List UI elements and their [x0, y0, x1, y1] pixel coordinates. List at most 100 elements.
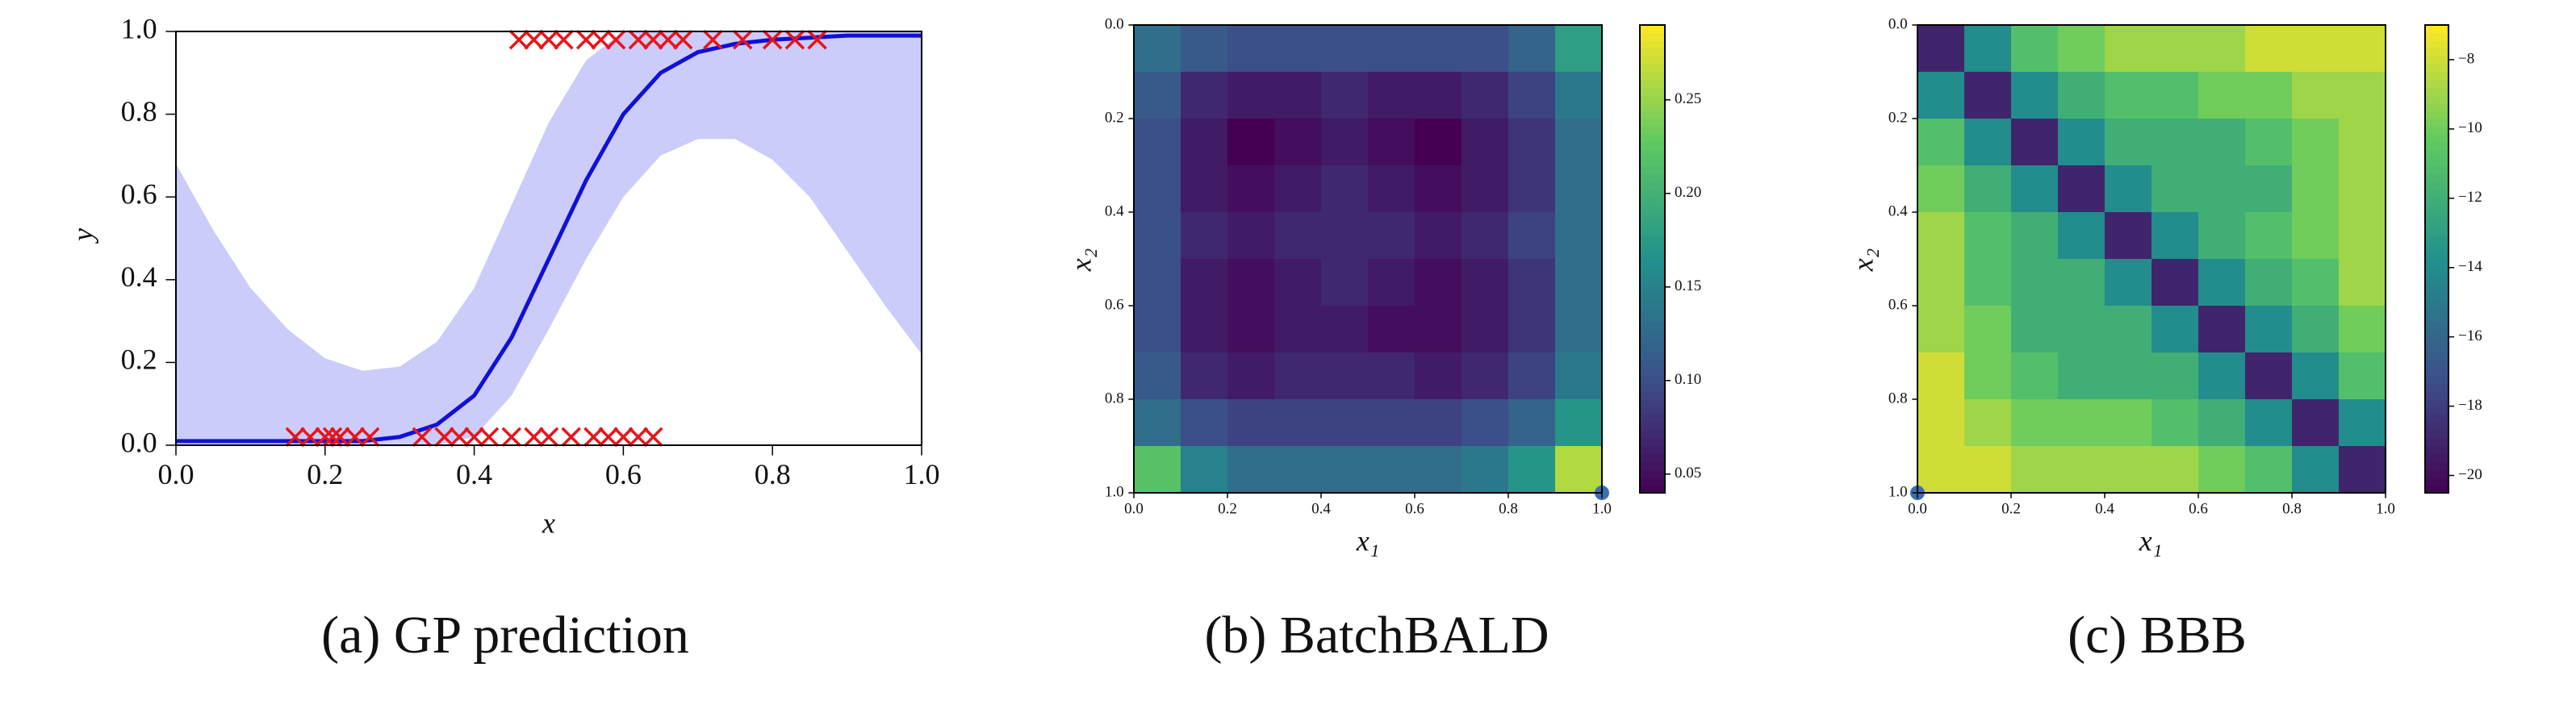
- heatmap-cell: [1227, 306, 1275, 353]
- heatmap-cell: [2292, 119, 2340, 166]
- colorbar-segment: [2425, 461, 2448, 470]
- colorbar-segment: [2425, 157, 2448, 166]
- observation-marker: [345, 427, 365, 447]
- colorbar-segment: [2425, 134, 2448, 143]
- heatmap-cell: [2339, 25, 2386, 73]
- heatmap-cell: [1555, 25, 1603, 73]
- heatmap-cell: [2198, 25, 2246, 73]
- colorbar-segment: [1640, 236, 1665, 244]
- colorbar-segment: [2425, 360, 2448, 369]
- observation-marker: [538, 30, 559, 50]
- observation-marker: [591, 30, 611, 50]
- observation-marker: [673, 30, 693, 50]
- colorbar-segment: [2425, 79, 2448, 88]
- x-tick-label: 0.0: [158, 458, 194, 490]
- colorbar-segment: [2425, 227, 2448, 236]
- heatmap-cell: [2198, 352, 2246, 400]
- x-tick-label: 0.0: [1908, 500, 1927, 517]
- observation-marker: [703, 30, 723, 50]
- y-tick-label: 0.8: [1105, 390, 1124, 407]
- colorbar-segment: [1640, 336, 1665, 345]
- colorbar-segment: [1640, 383, 1665, 392]
- heatmap-cell: [2245, 165, 2293, 213]
- colorbar-segment: [1640, 391, 1665, 400]
- heatmap-cell: [1964, 259, 2012, 306]
- observation-marker: [561, 427, 581, 447]
- colorbar-segment: [1640, 477, 1665, 486]
- observation-marker: [605, 30, 626, 50]
- colorbar-segment: [2425, 274, 2448, 283]
- observation-marker: [449, 427, 470, 447]
- heatmap-cell: [2292, 72, 2340, 119]
- heatmap-cell: [1415, 399, 1462, 447]
- heatmap-cell: [1274, 446, 1322, 494]
- colorbar-segment: [2425, 438, 2448, 447]
- colorbar-segment: [2425, 376, 2448, 385]
- heatmap-cell: [2105, 352, 2152, 400]
- colorbar-tick-label: 0.15: [1675, 277, 1701, 294]
- heatmap-cell: [1227, 119, 1275, 166]
- heatmap-cell: [2058, 25, 2106, 73]
- y-tick-label: 0.8: [121, 95, 157, 127]
- colorbar-segment: [2425, 95, 2448, 104]
- observation-marker: [330, 427, 350, 447]
- heatmap-cell: [2292, 212, 2340, 260]
- colorbar-segment: [2425, 344, 2448, 353]
- x-axis-label: x₁: [1356, 524, 1380, 557]
- colorbar-segment: [2425, 336, 2448, 345]
- heatmap-cell: [2339, 212, 2386, 260]
- heatmap-cell: [2198, 306, 2246, 353]
- heatmap-cell: [1462, 212, 1509, 260]
- x-tick-label: 0.6: [605, 458, 642, 490]
- y-tick-label: 0.6: [121, 177, 157, 210]
- colorbar-segment: [2425, 119, 2448, 127]
- colorbar-segment: [1640, 95, 1665, 104]
- colorbar-segment: [1640, 423, 1665, 432]
- colorbar-segment: [1640, 321, 1665, 330]
- colorbar-segment: [1640, 344, 1665, 353]
- heatmap-cell: [1134, 446, 1181, 494]
- heatmap-cell: [1555, 72, 1603, 119]
- colorbar-segment: [2425, 110, 2448, 119]
- heatmap-cell: [1917, 259, 1965, 306]
- heatmap-cell: [2245, 212, 2293, 260]
- caption: (b) BatchBALD: [1204, 606, 1549, 665]
- observation-marker: [479, 427, 500, 447]
- heatmap-cell: [1321, 212, 1369, 260]
- colorbar-segment: [1640, 56, 1665, 65]
- colorbar-segment: [1640, 48, 1665, 57]
- colorbar-segment: [2425, 64, 2448, 73]
- colorbar-segment: [1640, 438, 1665, 447]
- colorbar-segment: [1640, 134, 1665, 143]
- colorbar-segment: [1640, 72, 1665, 81]
- heatmap-cell: [1321, 446, 1369, 494]
- colorbar-segment: [1640, 157, 1665, 166]
- heatmap-cell: [1964, 72, 2012, 119]
- colorbar-segment: [1640, 110, 1665, 119]
- y-axis-label: y: [66, 228, 98, 244]
- heatmap-cell: [1227, 25, 1275, 73]
- colorbar-segment: [1640, 251, 1665, 260]
- heatmap-cell: [1181, 399, 1228, 447]
- y-tick-label: 0.6: [1105, 296, 1124, 313]
- heatmap-cell: [2245, 259, 2293, 306]
- colorbar-segment: [2425, 259, 2448, 268]
- plot-frame: [1133, 24, 1603, 494]
- heatmap-cell: [1462, 119, 1509, 166]
- heatmap-cell: [1555, 399, 1603, 447]
- heatmap-cell: [1134, 165, 1181, 213]
- colorbar-segment: [1640, 313, 1665, 322]
- colorbar-segment: [2425, 446, 2448, 455]
- heatmap-cell: [1508, 446, 1556, 494]
- heatmap-cell: [1274, 306, 1322, 353]
- colorbar-segment: [1640, 368, 1665, 377]
- heatmap-cell: [2339, 72, 2386, 119]
- colorbar-segment: [1640, 290, 1665, 298]
- colorbar-tick-label: −20: [2458, 466, 2482, 483]
- colorbar-segment: [2425, 415, 2448, 423]
- heatmap-cell: [1227, 352, 1275, 400]
- heatmap-cell: [2105, 306, 2152, 353]
- heatmap-cell: [1462, 72, 1509, 119]
- heatmap-cell: [1462, 165, 1509, 213]
